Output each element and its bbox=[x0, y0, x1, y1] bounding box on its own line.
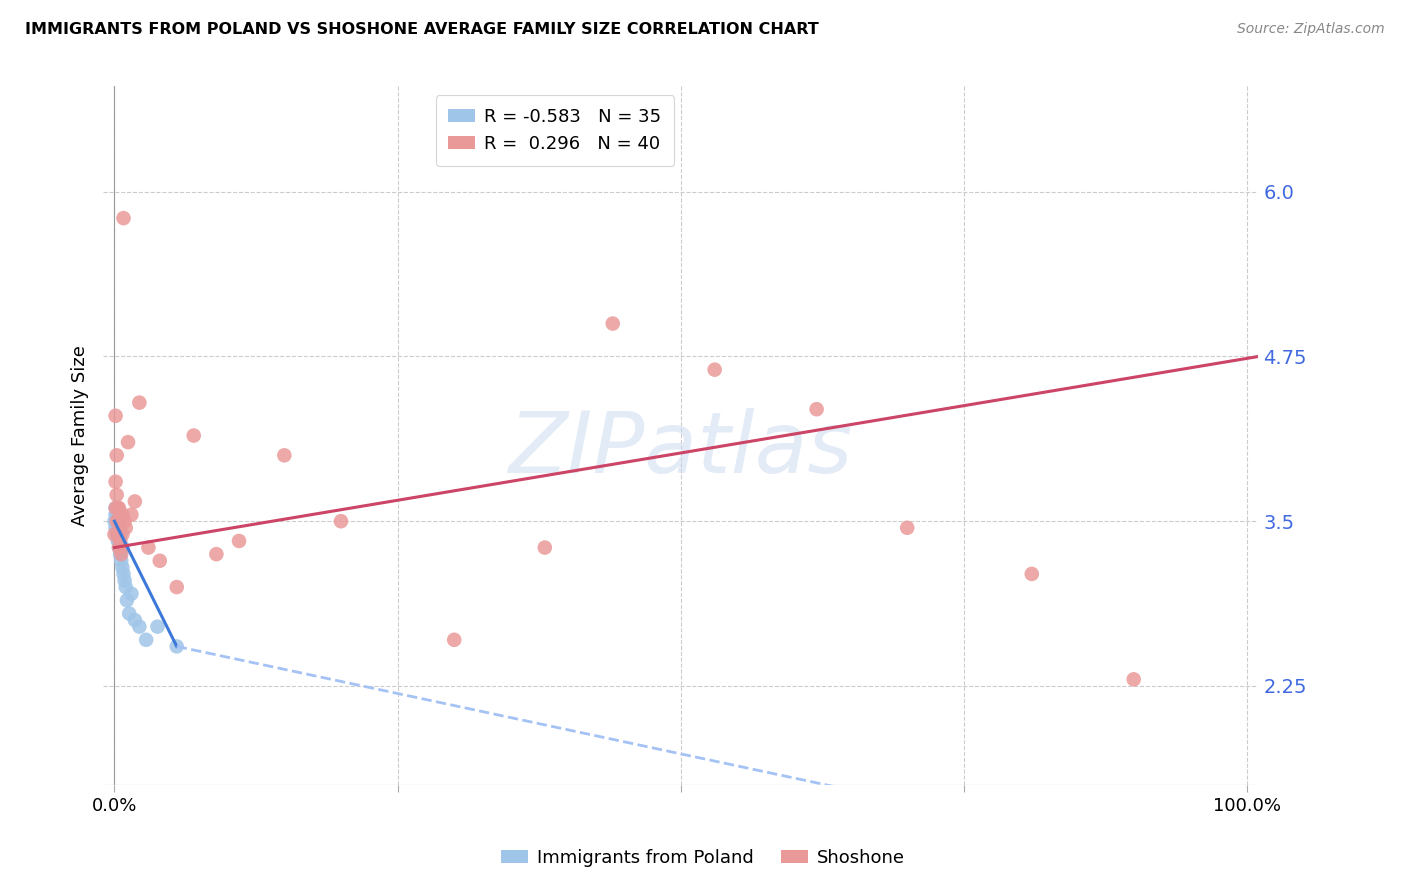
Point bbox=[107, 501, 129, 516]
Point bbox=[108, 533, 131, 548]
Point bbox=[112, 211, 135, 226]
Point bbox=[273, 448, 295, 462]
Point bbox=[105, 508, 128, 522]
Point bbox=[107, 514, 129, 528]
Point bbox=[110, 554, 132, 568]
Point bbox=[533, 541, 555, 555]
Point bbox=[108, 527, 131, 541]
Point bbox=[105, 488, 128, 502]
Point bbox=[115, 593, 138, 607]
Point bbox=[703, 362, 725, 376]
Point bbox=[104, 508, 127, 522]
Point bbox=[117, 435, 139, 450]
Point bbox=[120, 508, 142, 522]
Point bbox=[110, 547, 132, 561]
Point bbox=[128, 619, 150, 633]
Point bbox=[108, 547, 131, 561]
Point bbox=[107, 527, 129, 541]
Point bbox=[103, 514, 125, 528]
Point bbox=[183, 428, 205, 442]
Point bbox=[166, 640, 188, 654]
Legend: Immigrants from Poland, Shoshone: Immigrants from Poland, Shoshone bbox=[494, 842, 912, 874]
Point bbox=[108, 527, 131, 541]
Point bbox=[104, 409, 127, 423]
Point bbox=[104, 501, 127, 516]
Point bbox=[124, 494, 146, 508]
Point bbox=[105, 521, 128, 535]
Point bbox=[108, 501, 131, 516]
Point bbox=[112, 566, 135, 581]
Point bbox=[114, 574, 136, 588]
Point bbox=[602, 317, 624, 331]
Point bbox=[205, 547, 228, 561]
Point bbox=[105, 514, 128, 528]
Point bbox=[118, 607, 141, 621]
Point bbox=[114, 514, 136, 528]
Point bbox=[108, 533, 131, 548]
Point bbox=[105, 514, 128, 528]
Point bbox=[124, 613, 146, 627]
Point bbox=[1122, 673, 1144, 687]
Point bbox=[228, 533, 250, 548]
Point bbox=[107, 521, 129, 535]
Point bbox=[108, 541, 131, 555]
Point bbox=[128, 395, 150, 409]
Text: Source: ZipAtlas.com: Source: ZipAtlas.com bbox=[1237, 22, 1385, 37]
Point bbox=[107, 533, 129, 548]
Point bbox=[107, 527, 129, 541]
Point bbox=[104, 475, 127, 489]
Point bbox=[806, 402, 828, 417]
Point bbox=[110, 541, 132, 555]
Point bbox=[111, 508, 134, 522]
Point bbox=[114, 521, 136, 535]
Y-axis label: Average Family Size: Average Family Size bbox=[72, 345, 89, 526]
Point bbox=[896, 521, 918, 535]
Point bbox=[149, 554, 172, 568]
Point bbox=[108, 541, 131, 555]
Point bbox=[107, 514, 129, 528]
Point bbox=[105, 527, 128, 541]
Point bbox=[166, 580, 188, 594]
Point bbox=[111, 527, 134, 541]
Point bbox=[111, 541, 134, 555]
Point bbox=[108, 521, 131, 535]
Point bbox=[108, 533, 131, 548]
Point bbox=[108, 521, 131, 535]
Point bbox=[114, 580, 136, 594]
Point bbox=[329, 514, 352, 528]
Point bbox=[111, 560, 134, 574]
Point bbox=[107, 508, 129, 522]
Point bbox=[104, 501, 127, 516]
Point bbox=[138, 541, 160, 555]
Legend: R = -0.583   N = 35, R =  0.296   N = 40: R = -0.583 N = 35, R = 0.296 N = 40 bbox=[436, 95, 673, 166]
Point bbox=[103, 527, 125, 541]
Point bbox=[146, 619, 169, 633]
Point bbox=[120, 587, 142, 601]
Point bbox=[1021, 566, 1043, 581]
Point bbox=[105, 448, 128, 462]
Point bbox=[135, 632, 157, 647]
Point bbox=[104, 521, 127, 535]
Point bbox=[443, 632, 465, 647]
Text: IMMIGRANTS FROM POLAND VS SHOSHONE AVERAGE FAMILY SIZE CORRELATION CHART: IMMIGRANTS FROM POLAND VS SHOSHONE AVERA… bbox=[25, 22, 820, 37]
Text: ZIPatlas: ZIPatlas bbox=[509, 408, 853, 491]
